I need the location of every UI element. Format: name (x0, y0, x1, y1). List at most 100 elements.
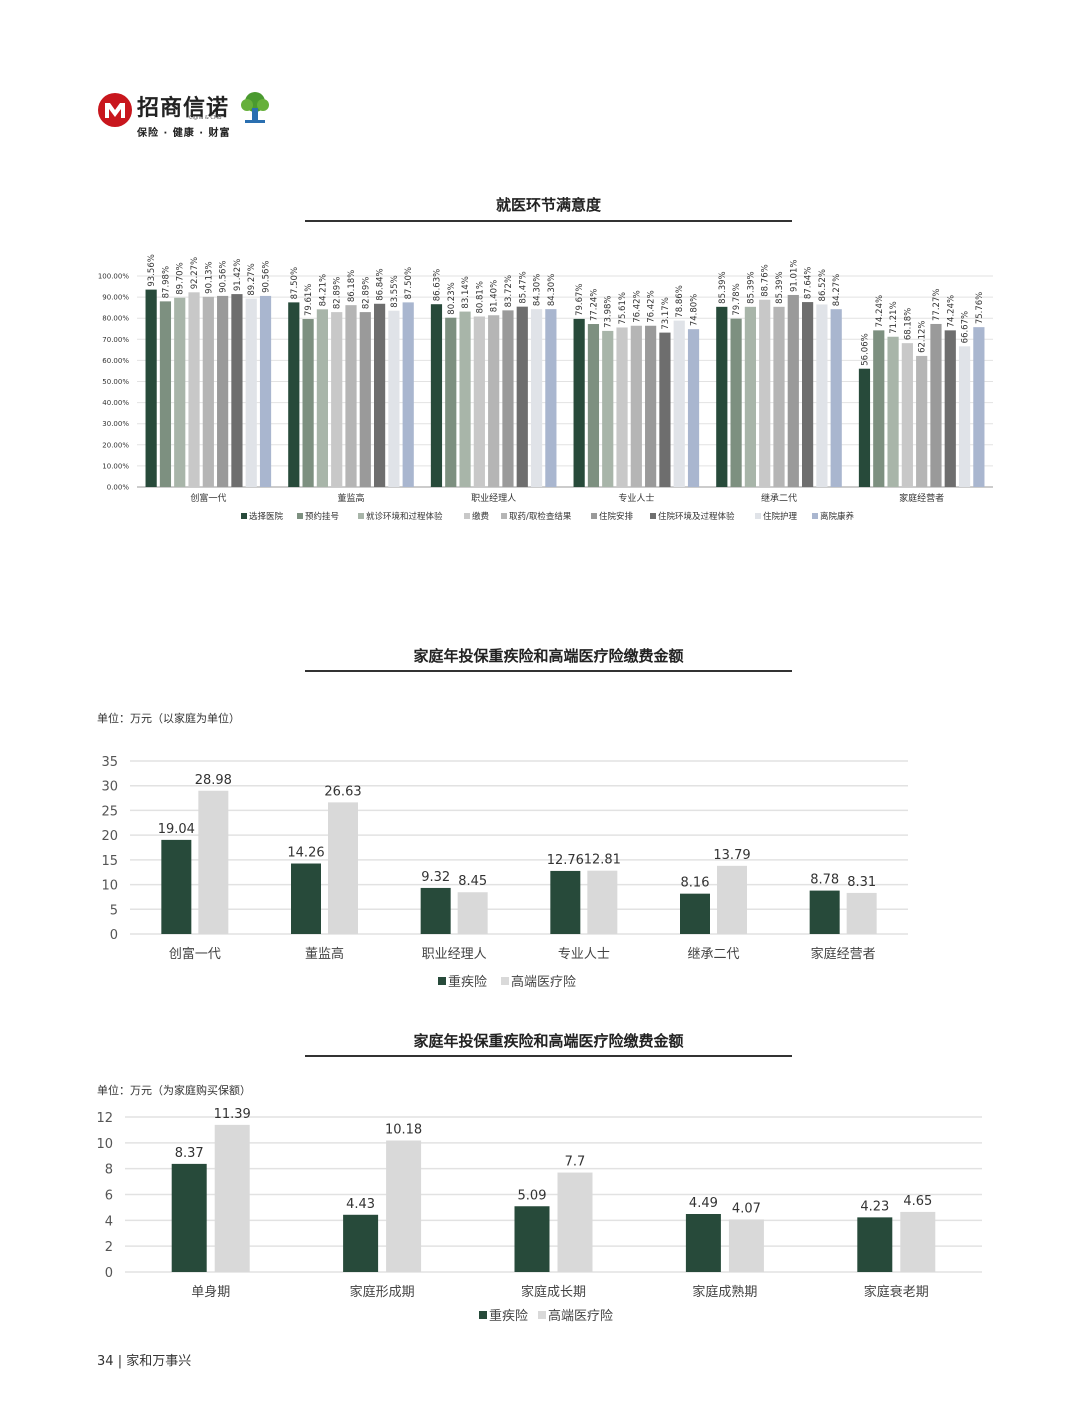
legend-label: 高端医疗险 (548, 1308, 613, 1324)
y-tick-label: 6 (105, 1189, 113, 1204)
x-tick-label: 专业人士 (558, 947, 610, 962)
y-tick-label: 15 (101, 854, 118, 869)
bar (291, 863, 321, 934)
bar (816, 304, 828, 487)
y-tick-label: 20.00% (102, 441, 129, 449)
y-tick-label: 50.00% (102, 378, 129, 386)
y-tick-label: 5 (110, 903, 118, 918)
data-label: 8.16 (681, 876, 710, 891)
legend-label: 取药/取检查结果 (509, 511, 572, 522)
bar (901, 343, 913, 487)
data-label: 77.24% (589, 289, 599, 321)
legend-swatch (358, 513, 364, 519)
x-tick-label: 家庭经营者 (899, 492, 944, 504)
legend-label: 重疾险 (448, 974, 487, 990)
bar (616, 327, 628, 487)
data-label: 62.12% (918, 321, 928, 353)
data-label: 12.81 (584, 853, 621, 868)
data-label: 73.17% (661, 297, 671, 329)
bar (716, 306, 728, 487)
data-label: 9.32 (421, 870, 450, 885)
bar (198, 790, 229, 934)
data-label: 82.89% (361, 277, 371, 309)
data-label: 86.63% (432, 269, 442, 301)
bar (420, 887, 451, 934)
bar (717, 865, 747, 934)
x-tick-label: 家庭成熟期 (692, 1284, 757, 1300)
chart3-unit: 单位：万元（为家庭购买保额） (97, 1084, 251, 1097)
satisfaction-chart: 0.00% 10.00% 20.00% 30.00% 40.00% 50.00% 60.00… (98, 254, 993, 522)
data-label: 4.07 (732, 1201, 761, 1216)
data-label: 4.43 (346, 1197, 375, 1212)
data-label: 4.65 (903, 1194, 932, 1209)
legend-swatch (591, 513, 597, 519)
bar (680, 893, 710, 934)
data-label: 84.30% (533, 274, 543, 306)
x-tick-label: 家庭形成期 (350, 1284, 415, 1300)
data-label: 81.40% (490, 280, 500, 312)
chart2-title-rule (305, 670, 792, 672)
data-label: 66.67% (961, 311, 971, 343)
logo-english: Cigna & CMB (189, 115, 222, 121)
data-label: 83.72% (504, 275, 514, 307)
bar (809, 890, 840, 934)
data-label: 19.04 (158, 822, 195, 837)
chart1-title-rule (305, 220, 792, 222)
y-tick-label: 10.00% (102, 462, 129, 470)
data-label: 93.56% (147, 254, 157, 286)
data-label: 91.42% (233, 259, 243, 291)
x-tick-label: 创富一代 (169, 946, 221, 962)
y-tick-label: 2 (105, 1240, 113, 1255)
legend-label: 住院环境及过程体验 (658, 511, 735, 522)
y-tick-label: 60.00% (102, 357, 129, 365)
data-label: 79.61% (304, 284, 314, 316)
chart2-unit: 单位：万元（以家庭为单位） (97, 712, 240, 725)
legend-label: 重疾险 (489, 1308, 528, 1324)
legend-swatch (501, 977, 509, 985)
bar (900, 1211, 936, 1272)
x-tick-label: 家庭经营者 (811, 946, 876, 962)
y-tick-label: 12 (96, 1111, 113, 1126)
bar (685, 1214, 721, 1272)
data-label: 87.98% (161, 266, 171, 298)
legend-swatch (538, 1311, 546, 1319)
bar (744, 306, 756, 487)
bar (557, 1172, 593, 1272)
y-tick-label: 4 (105, 1214, 113, 1229)
data-label: 86.18% (347, 270, 357, 302)
bar (231, 294, 243, 487)
bar (217, 295, 229, 487)
legend-swatch (241, 513, 247, 519)
data-label: 87.50% (404, 267, 414, 299)
legend-swatch (438, 977, 446, 985)
legend-swatch (501, 513, 507, 519)
bar (359, 312, 371, 487)
bar (214, 1124, 250, 1272)
bar (502, 310, 514, 487)
y-tick-label: 90.00% (102, 294, 129, 302)
legend-label: 住院护理 (763, 511, 798, 522)
bar (787, 294, 799, 487)
data-label: 79.67% (575, 283, 585, 315)
bar (374, 303, 386, 487)
x-tick-label: 创富一代 (190, 492, 226, 504)
data-label: 74.24% (946, 295, 956, 327)
data-label: 75.76% (975, 292, 985, 324)
bar (687, 329, 700, 487)
data-label: 74.80% (690, 294, 700, 326)
legend-swatch (479, 1311, 487, 1319)
bar (145, 289, 157, 487)
bar (331, 312, 343, 487)
x-tick-label: 职业经理人 (422, 947, 487, 962)
bar (516, 306, 528, 487)
legend-swatch (650, 513, 656, 519)
logo-name: 招商信诺 (137, 96, 230, 121)
bar (174, 297, 186, 487)
publication-name: 家和万事兴 (126, 1354, 192, 1369)
y-tick-label: 0.00% (107, 484, 130, 492)
chart2-title: 家庭年投保重疾险和高端医疗险缴费金额 (413, 647, 684, 665)
data-label: 87.50% (290, 267, 300, 299)
chart1-title: 就医环节满意度 (495, 196, 601, 214)
data-label: 8.78 (810, 873, 839, 888)
data-label: 78.86% (675, 285, 685, 317)
